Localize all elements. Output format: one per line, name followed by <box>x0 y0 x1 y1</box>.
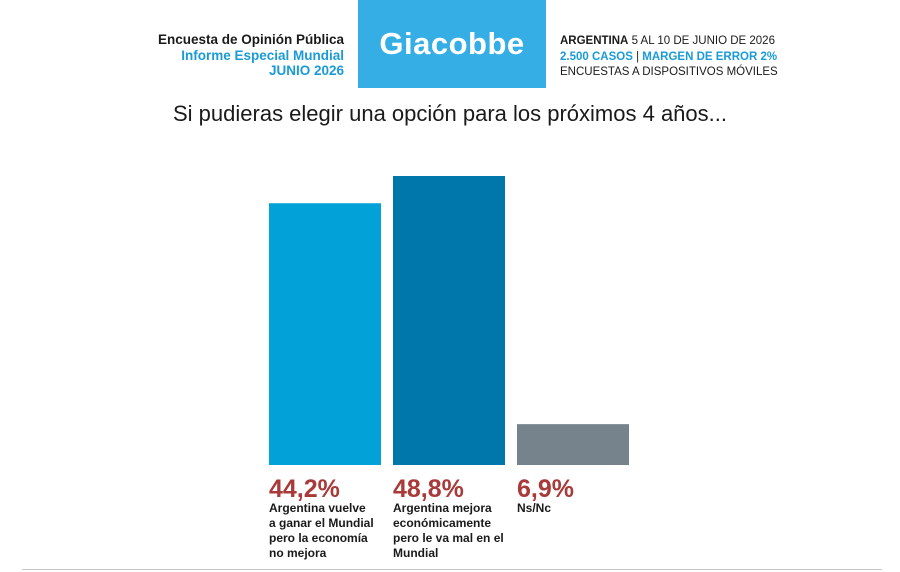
survey-sample: 2.500 CASOS | MARGEN DE ERROR 2% <box>560 50 778 66</box>
category-label-line: pero la economía <box>269 531 368 545</box>
value-label-option-nsnc: 6,9% <box>517 475 574 503</box>
survey-country: ARGENTINA <box>560 35 629 47</box>
category-label-line: Argentina vuelve <box>269 501 366 515</box>
category-label-line: Argentina mejora <box>393 501 492 515</box>
value-label-option-economia: 48,8% <box>393 475 464 503</box>
question-title: Si pudieras elegir una opción para los p… <box>173 101 727 126</box>
survey-subtitle: Informe Especial Mundial <box>181 47 344 63</box>
bottom-divider <box>22 569 882 570</box>
survey-cases: 2.500 CASOS <box>560 50 633 63</box>
bar-option-mundial <box>269 203 381 465</box>
category-label-option-economia: Argentina mejora económicamente pero le va… <box>393 501 504 560</box>
category-label-line: a ganar el Mundial <box>269 516 374 530</box>
survey-date: JUNIO 2026 <box>268 63 344 78</box>
separator: | <box>636 50 640 63</box>
survey-method: ENCUESTAS A DISPOSITIVOS MÓVILES <box>560 66 778 78</box>
category-label-line: Ns/Nc <box>517 501 551 515</box>
category-label-line: no mejora <box>269 546 327 560</box>
giacobbe-logo: Giacobbe <box>358 0 546 88</box>
survey-margin: MARGEN DE ERROR 2% <box>642 50 778 63</box>
survey-title: Encuesta de Opinión Pública <box>157 32 344 47</box>
category-label-option-nsnc: Ns/Nc <box>517 501 551 515</box>
logo-text: Giacobbe <box>379 26 525 61</box>
value-label-option-mundial: 44,2% <box>269 475 340 503</box>
bar-option-economia <box>393 176 505 465</box>
category-label-line: económicamente <box>393 516 491 530</box>
survey-location-dates: ARGENTINA 5 AL 10 DE JUNIO DE 2026 <box>560 34 778 50</box>
category-label-line: Mundial <box>393 546 438 560</box>
survey-details: ARGENTINA 5 AL 10 DE JUNIO DE 2026 2.500… <box>560 34 778 81</box>
category-label-option-mundial: Argentina vuelve a ganar el Mundial pero l… <box>269 501 374 560</box>
survey-header: Encuesta de Opinión Pública Informe Espe… <box>158 32 344 79</box>
bar-option-nsnc <box>517 424 629 465</box>
category-label-line: pero le va mal en el <box>393 531 504 545</box>
survey-dates: 5 AL 10 DE JUNIO DE 2026 <box>631 35 775 47</box>
